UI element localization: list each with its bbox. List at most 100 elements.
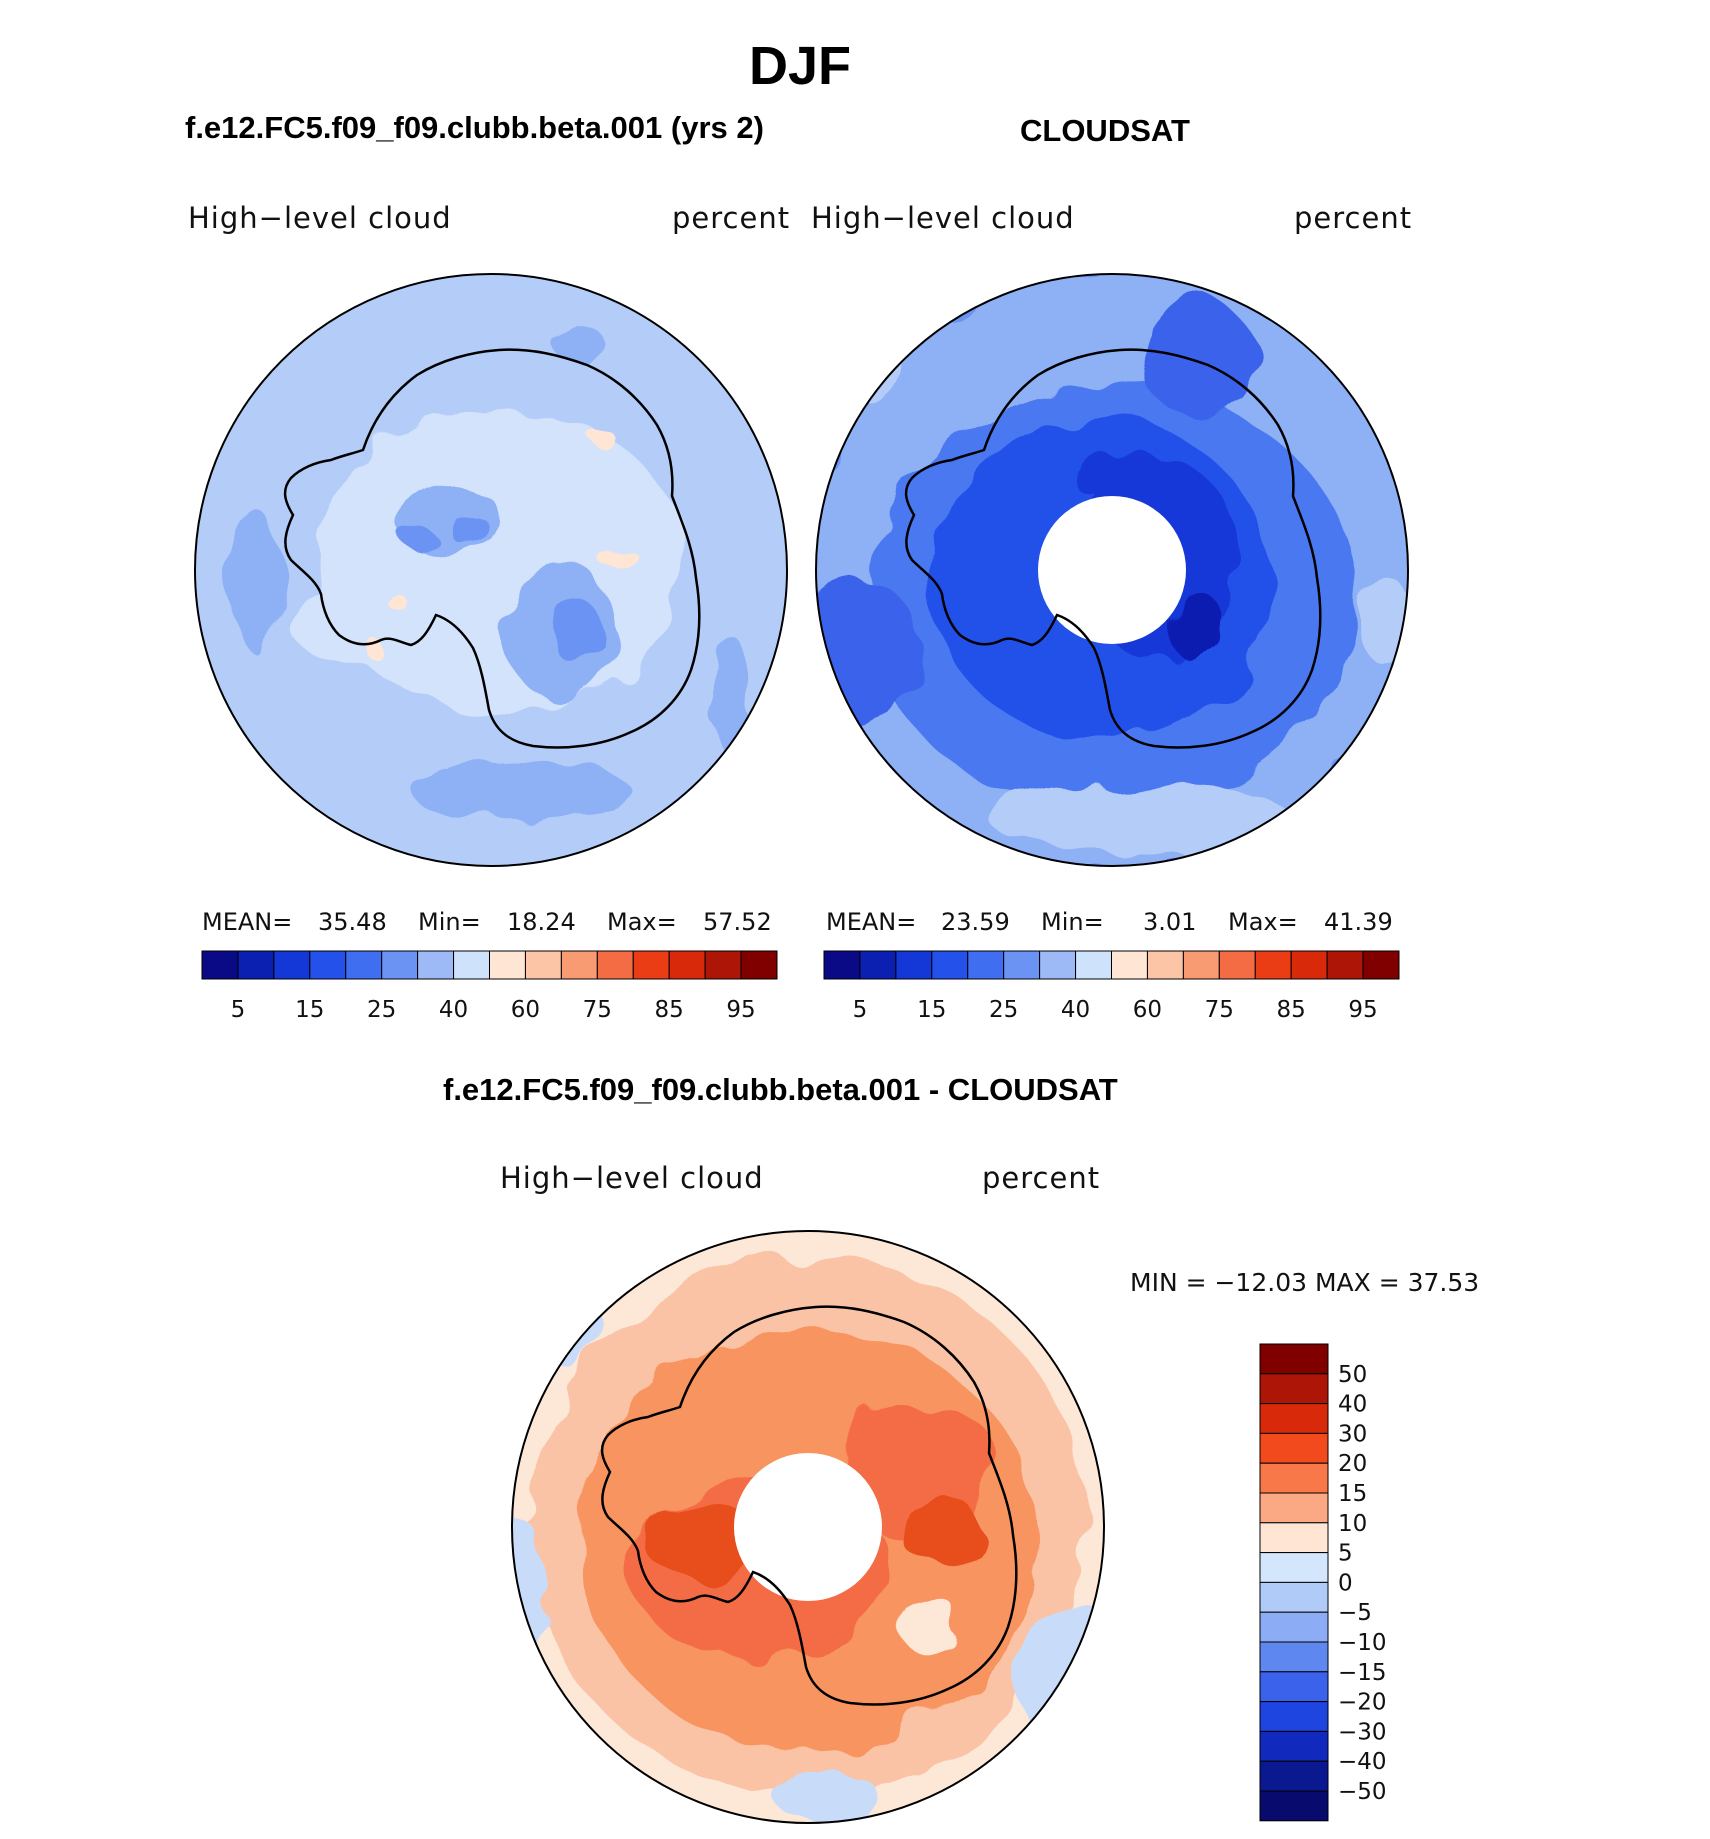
panel-2-colorbar-box <box>1075 950 1112 980</box>
panel-1-colorbar-tick-label: 75 <box>583 997 612 1023</box>
panel-3-colorbar-tick-label: −5 <box>1338 1600 1372 1626</box>
panel-2-colorbar-box <box>931 950 969 980</box>
panel-3-colorbar-box <box>1259 1790 1329 1822</box>
panel-3-colorbar-tick-label: −30 <box>1338 1719 1387 1745</box>
panel-1-colorbar-box <box>668 950 706 980</box>
figure-title: DJF <box>748 36 851 96</box>
panel-2-min-label: Min= <box>1041 908 1104 936</box>
panel-2-colorbar-box <box>1003 950 1041 980</box>
panel-3-colorbar-box <box>1259 1701 1329 1732</box>
panel-1-title: f.e12.FC5.f09_f09.clubb.beta.001 (yrs 2) <box>185 110 764 145</box>
panel-3-colorbar-tick-label: 50 <box>1338 1362 1367 1388</box>
panel-1-boundary <box>194 273 788 867</box>
panel-1-colorbar-tick-label: 15 <box>295 997 324 1023</box>
panel-1-colorbar-box <box>704 950 742 980</box>
panel-3-colorbar-box <box>1259 1522 1329 1554</box>
panel-3-boundary <box>511 1230 1105 1824</box>
panel-3-colorbar-tick-label: 10 <box>1338 1511 1367 1537</box>
panel-1-colorbar-box <box>596 950 634 980</box>
panel-3-colorbar-box <box>1259 1462 1329 1494</box>
panel-2-colorbar-box <box>823 950 861 980</box>
panel-3-colorbar-tick-label: −40 <box>1338 1749 1387 1775</box>
panel-2-colorbar-box <box>1362 950 1400 980</box>
panel-2-colorbar-box <box>1254 950 1292 980</box>
panel-3-polar-gap <box>734 1453 882 1601</box>
panel-1-colorbar-box <box>417 950 455 980</box>
panel-1-colorbar-box <box>560 950 598 980</box>
panel-2-colorbar-tick-label: 75 <box>1205 997 1234 1023</box>
panel-3-title: f.e12.FC5.f09_f09.clubb.beta.001 - CLOUD… <box>443 1072 1118 1107</box>
panel-1-colorbar-box <box>237 950 275 980</box>
panel-3-colorbar-box <box>1259 1760 1329 1792</box>
panel-2-colorbar-box <box>1326 950 1364 980</box>
panel-2-colorbar-tick-label: 40 <box>1061 997 1090 1023</box>
panel-2-min-value: 3.01 <box>1143 908 1197 936</box>
panel-3-colorbar-tick-label: 15 <box>1338 1481 1367 1507</box>
panel-3-field-label: High−level cloud <box>500 1161 764 1195</box>
panel-1-mean-label: MEAN= <box>202 908 293 936</box>
panel-3-colorbar-box <box>1259 1403 1329 1434</box>
panel-1-colorbar-box <box>273 950 311 980</box>
panel-3-colorbar-box <box>1259 1671 1329 1703</box>
panel-2-polar-gap <box>1038 496 1186 644</box>
panel-2-colorbar-box <box>1146 950 1184 980</box>
panel-1-colorbar-box <box>632 950 670 980</box>
panel-2-colorbar-tick-label: 60 <box>1133 997 1162 1023</box>
panel-1-max-value: 57.52 <box>703 908 772 936</box>
panel-1-colorbar-box <box>453 950 490 980</box>
panel-1-colorbar-box <box>381 950 419 980</box>
panel-2-colorbar-box <box>1218 950 1256 980</box>
panel-2-units: percent <box>1294 201 1413 235</box>
panel-2-colorbar-tick-label: 25 <box>989 997 1018 1023</box>
panel-1-colorbar-box <box>201 950 239 980</box>
panel-2-max-value: 41.39 <box>1324 908 1393 936</box>
panel-3-colorbar-tick-label: −20 <box>1338 1690 1387 1716</box>
panel-1-field-label: High−level cloud <box>188 201 452 235</box>
panel-1-min-label: Min= <box>418 908 481 936</box>
panel-1-colorbar-tick-label: 95 <box>726 997 755 1023</box>
panel-1-map <box>195 274 787 866</box>
panel-1-colorbar-tick-label: 85 <box>655 997 684 1023</box>
panel-2-title: CLOUDSAT <box>1020 113 1190 148</box>
panel-1-colorbar-tick-label: 40 <box>439 997 468 1023</box>
panel-2-max-label: Max= <box>1228 908 1298 936</box>
panel-3-colorbar-tick-label: −15 <box>1338 1660 1387 1686</box>
panel-3-colorbar-box <box>1259 1373 1329 1405</box>
panel-2-colorbar-box <box>1182 950 1220 980</box>
panel-1-colorbar-box <box>740 950 778 980</box>
panel-3-colorbar-box <box>1259 1552 1329 1583</box>
panel-1-colorbar-tick-label: 60 <box>511 997 540 1023</box>
panel-3-colorbar-tick-label: −10 <box>1338 1630 1387 1656</box>
panel-2-colorbar-box <box>895 950 933 980</box>
panel-3-colorbar-box <box>1259 1611 1329 1643</box>
panel-3-units: percent <box>982 1161 1101 1195</box>
panel-3-colorbar-tick-label: 30 <box>1338 1421 1367 1447</box>
panel-2-colorbar-box <box>1111 950 1148 980</box>
panel-1-colorbar-box <box>524 950 562 980</box>
panel-3-colorbar-tick-label: 20 <box>1338 1451 1367 1477</box>
panel-2-mean-value: 23.59 <box>941 908 1010 936</box>
panel-1-colorbar-tick-label: 5 <box>231 997 246 1023</box>
panel-2-field-label: High−level cloud <box>811 201 1075 235</box>
panel-2-colorbar-box <box>859 950 897 980</box>
panel-1-units: percent <box>672 201 791 235</box>
panel-2-colorbar-box <box>1290 950 1328 980</box>
panel-2-colorbar-tick-label: 15 <box>917 997 946 1023</box>
panel-1-max-label: Max= <box>607 908 677 936</box>
panel-2-colorbar-box <box>1039 950 1077 980</box>
panel-3-colorbar-tick-label: −50 <box>1338 1779 1387 1805</box>
panel-1-colorbar-box <box>345 950 383 980</box>
panel-2-colorbar-tick-label: 5 <box>853 997 868 1023</box>
panel-1-colorbar-box <box>309 950 347 980</box>
panel-2-colorbar-box <box>967 950 1005 980</box>
panel-2-boundary <box>815 273 1409 867</box>
panel-3-colorbar-box <box>1259 1343 1329 1375</box>
panel-2-colorbar-tick-label: 95 <box>1348 997 1377 1023</box>
panel-1-colorbar-box <box>489 950 526 980</box>
panel-1-colorbar-tick-label: 25 <box>367 997 396 1023</box>
panel-2-colorbar-tick-label: 85 <box>1277 997 1306 1023</box>
panel-3-colorbar-tick-label: 40 <box>1338 1392 1367 1418</box>
panel-1-min-value: 18.24 <box>507 908 576 936</box>
panel-3-min-max: MIN = −12.03 MAX = 37.53 <box>1130 1268 1480 1297</box>
